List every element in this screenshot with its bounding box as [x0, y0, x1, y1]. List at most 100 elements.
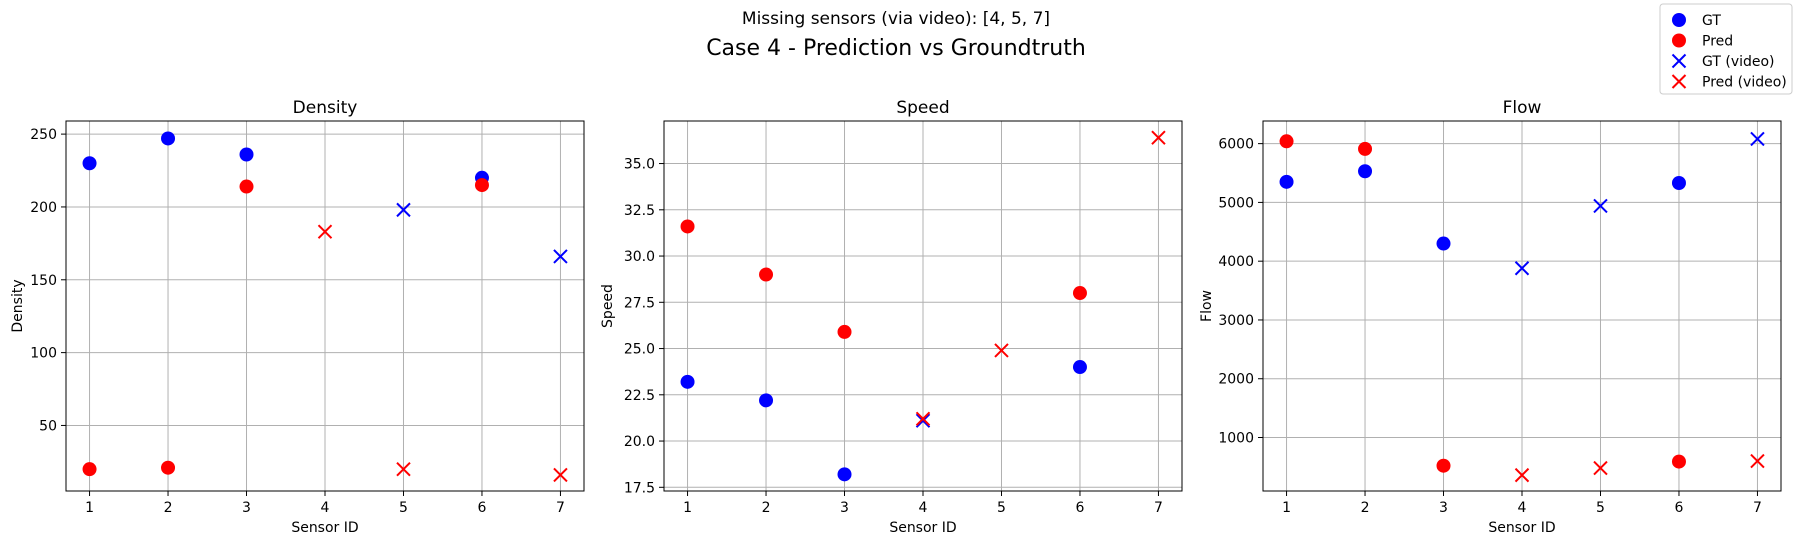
pred-point	[680, 219, 695, 234]
x-tick-label: 7	[1753, 500, 1762, 516]
y-tick-label: 22.5	[624, 388, 655, 404]
y-tick-label: 2000	[1218, 372, 1254, 388]
pred-video-point	[317, 224, 333, 239]
gt-series	[82, 131, 489, 185]
pred-video-point	[1151, 130, 1166, 145]
pred-series	[680, 219, 1087, 339]
speed-title: Speed	[896, 98, 949, 118]
gt-video-point	[1750, 131, 1765, 147]
x-axis-label: Sensor ID	[291, 520, 358, 536]
x-tick-label: 2	[164, 500, 173, 516]
y-tick-label: 50	[39, 418, 57, 434]
gt-series	[1279, 164, 1686, 251]
pred-point	[1072, 286, 1087, 301]
y-tick-label: 17.5	[624, 480, 655, 496]
gt-point	[82, 156, 97, 171]
y-tick-label: 35.0	[624, 157, 655, 173]
pred-point	[837, 324, 852, 339]
y-axis-label: Flow	[1199, 290, 1215, 322]
legend-item-pred: Pred	[1672, 33, 1733, 50]
gt-video-series	[396, 202, 568, 264]
pred-video-point	[1593, 460, 1608, 476]
gt-point	[239, 147, 254, 162]
gt-point	[1671, 176, 1686, 191]
x-tick-label: 1	[683, 500, 692, 516]
gt-point	[837, 467, 852, 482]
y-tick-label: 150	[30, 273, 57, 289]
flow-subplot: 1 2 3 4 5 6 7 1000 2000 3000 4000 5000 6000 Flow Senso…	[1199, 98, 1782, 536]
pred-legend-marker	[1672, 33, 1686, 48]
y-tick-label: 1000	[1218, 431, 1254, 447]
gt-video-point	[1514, 261, 1530, 276]
subplots: 1 2 3 4 5 6 7 50 100 150 200 250 Density Sensor ID Den…	[10, 98, 1782, 536]
x-tick-label: 2	[1361, 500, 1370, 516]
density-subplot: 1 2 3 4 5 6 7 50 100 150 200 250 Density Sensor ID Den…	[10, 98, 585, 536]
gt-point	[1279, 174, 1294, 189]
pred-point	[474, 178, 489, 193]
x-tick-label: 2	[762, 500, 771, 516]
y-tick-label: 6000	[1218, 137, 1254, 153]
axes-frame	[663, 120, 1183, 492]
axes-frame	[1262, 120, 1782, 492]
pred-video-point	[994, 343, 1009, 358]
pred-point	[239, 179, 254, 194]
y-axis-label: Speed	[600, 284, 616, 328]
pred-point	[161, 460, 176, 475]
x-tick-label: 6	[1076, 500, 1085, 516]
pred-point	[1358, 141, 1373, 156]
pred-point	[82, 462, 97, 477]
gt-series	[680, 360, 1087, 482]
x-tick-label: 5	[399, 500, 408, 516]
x-tick-label: 7	[1154, 500, 1163, 516]
pred-point	[759, 267, 774, 282]
gt-legend-marker	[1672, 13, 1686, 27]
x-tick-label: 4	[321, 500, 330, 516]
legend-label: Pred	[1702, 34, 1733, 50]
x-tick-label: 1	[1282, 500, 1291, 516]
pred-point	[1436, 458, 1451, 473]
gt-video-series	[1514, 131, 1765, 276]
gt-point	[1436, 236, 1451, 251]
flow-title: Flow	[1503, 98, 1542, 118]
x-tick-label: 3	[840, 500, 849, 516]
axes-frame	[65, 120, 585, 492]
y-tick-label: 30.0	[624, 249, 655, 265]
pred-video-point	[915, 411, 931, 427]
legend-item-gt: GT	[1672, 13, 1721, 29]
y-tick-label: 3000	[1218, 313, 1254, 329]
y-tick-label: 250	[30, 127, 57, 143]
x-axis-label: Sensor ID	[889, 520, 956, 536]
legend-item-pred-video: Pred (video)	[1671, 74, 1787, 91]
y-tick-label: 27.5	[624, 295, 655, 311]
legend-label: Pred (video)	[1702, 75, 1787, 91]
x-tick-label: 6	[1675, 500, 1684, 516]
gt-point	[1072, 360, 1087, 375]
y-tick-label: 20.0	[624, 434, 655, 450]
gt-point	[680, 374, 695, 389]
legend-box	[1659, 3, 1793, 95]
x-tick-label: 7	[556, 500, 565, 516]
x-tick-label: 3	[1439, 500, 1448, 516]
x-tick-label: 5	[997, 500, 1006, 516]
y-tick-label: 4000	[1218, 254, 1254, 270]
gt-point	[161, 131, 176, 146]
pred-video-point	[396, 461, 411, 477]
legend: GT Pred GT (video) Pred (video)	[1659, 3, 1793, 95]
legend-label: GT (video)	[1702, 54, 1775, 70]
pred-video-legend-marker	[1671, 74, 1687, 89]
y-axis-label: Density	[10, 279, 26, 332]
x-axis-label: Sensor ID	[1488, 520, 1555, 536]
gt-point	[1358, 164, 1373, 179]
y-tick-label: 25.0	[624, 342, 655, 358]
gt-video-series	[915, 413, 931, 428]
legend-label: GT	[1702, 13, 1721, 29]
x-tick-label: 4	[1518, 500, 1527, 516]
pred-video-point	[553, 467, 568, 483]
main-title: Case 4 - Prediction vs Groundtruth	[706, 36, 1086, 61]
density-title: Density	[293, 98, 358, 118]
pred-video-point	[1750, 453, 1765, 469]
gt-video-legend-marker	[1671, 53, 1687, 69]
gt-video-point	[396, 202, 411, 218]
y-tick-label: 5000	[1218, 195, 1254, 211]
y-tick-label: 32.5	[624, 203, 655, 219]
